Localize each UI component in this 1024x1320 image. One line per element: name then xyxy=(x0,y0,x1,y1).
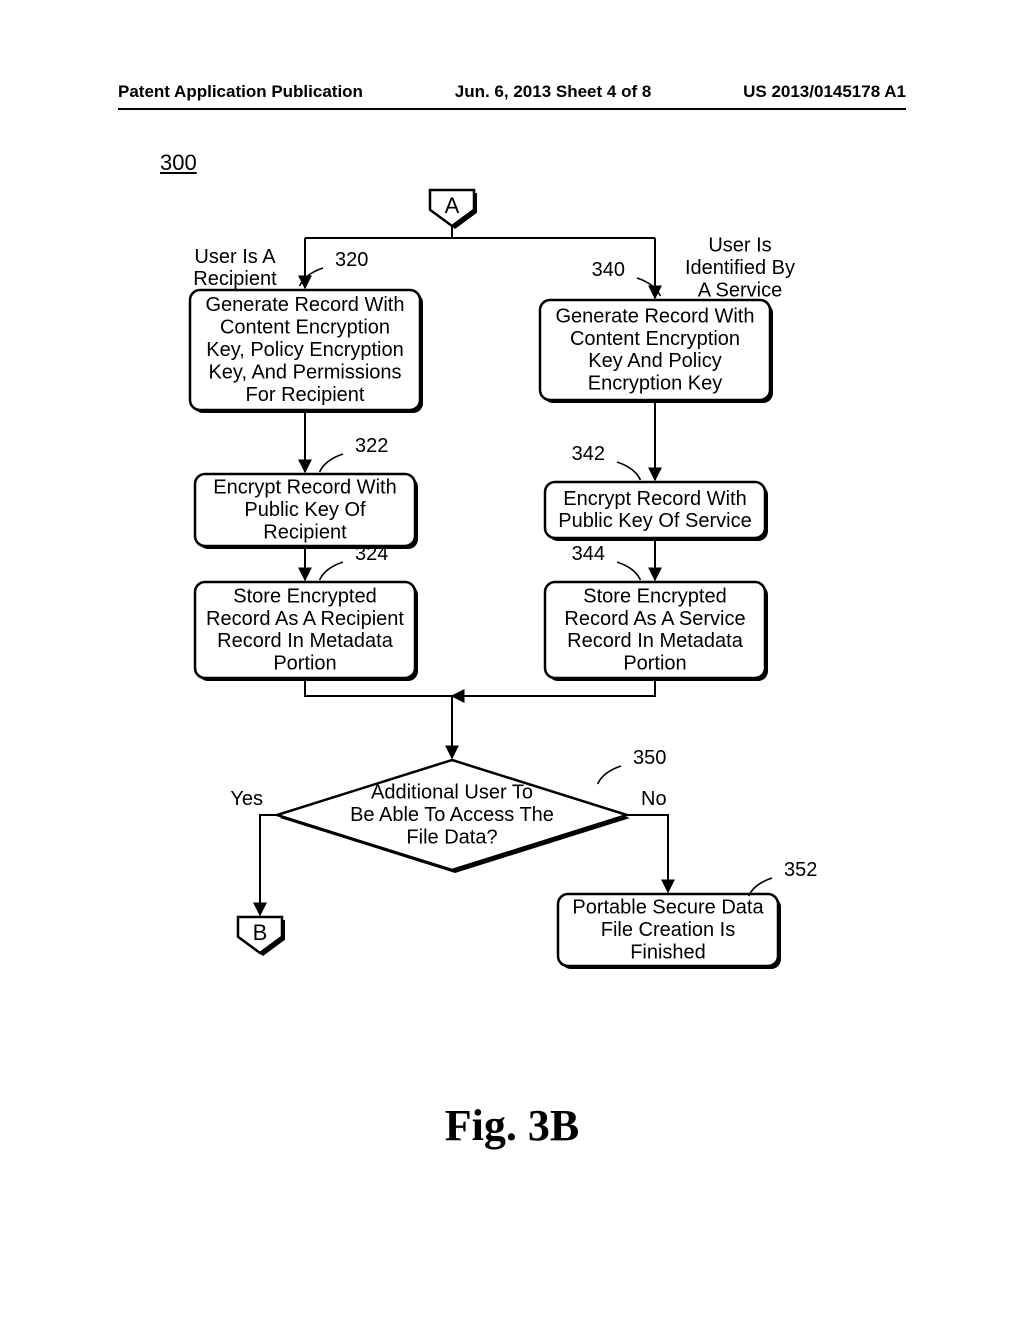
svg-text:Yes: Yes xyxy=(230,788,263,810)
svg-text:324: 324 xyxy=(355,543,388,565)
svg-text:352: 352 xyxy=(784,859,817,881)
svg-text:A: A xyxy=(445,193,460,218)
svg-text:344: 344 xyxy=(572,543,605,565)
svg-text:B: B xyxy=(253,920,268,945)
figure-caption: Fig. 3B xyxy=(0,1100,1024,1151)
svg-text:350: 350 xyxy=(633,747,666,769)
svg-text:342: 342 xyxy=(572,443,605,465)
svg-text:User IsIdentified ByA Service: User IsIdentified ByA Service xyxy=(685,235,795,302)
svg-text:322: 322 xyxy=(355,435,388,457)
svg-text:No: No xyxy=(641,788,667,810)
svg-text:Encrypt Record WithPublic Key: Encrypt Record WithPublic Key Of Service xyxy=(558,488,751,532)
svg-text:User Is ARecipient: User Is ARecipient xyxy=(193,246,277,290)
svg-text:320: 320 xyxy=(335,249,368,271)
page: Patent Application Publication Jun. 6, 2… xyxy=(0,0,1024,1320)
svg-text:340: 340 xyxy=(592,259,625,281)
